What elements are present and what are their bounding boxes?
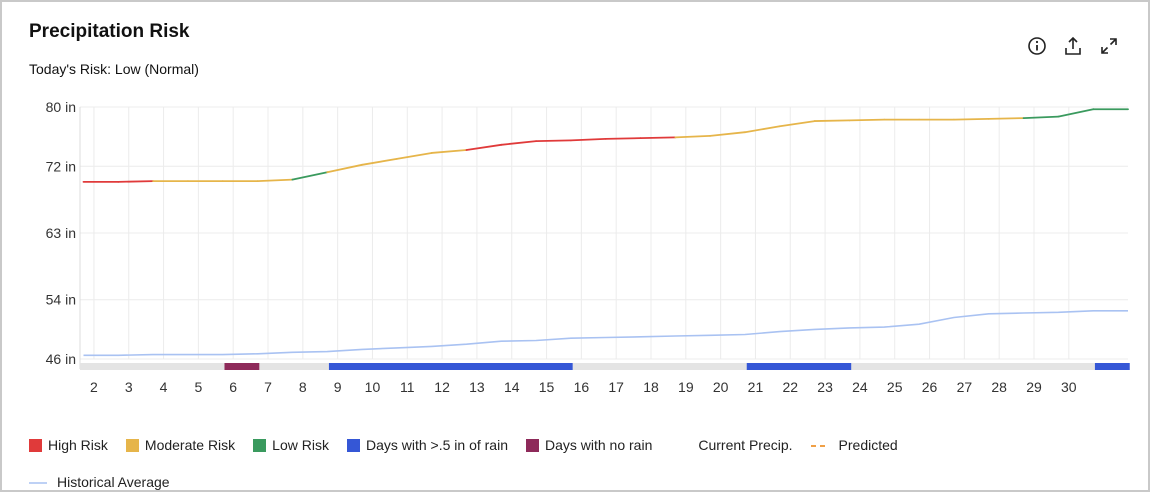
current-precip-segment	[674, 135, 712, 139]
chart-title: Precipitation Risk	[29, 21, 190, 42]
current-precip-segment	[604, 137, 642, 140]
current-precip-segment	[953, 117, 990, 121]
x-tick-label: 19	[678, 379, 694, 395]
x-tick-label: 29	[1026, 379, 1042, 395]
legend-swatch	[525, 438, 539, 452]
legend-label: Predicted	[838, 437, 898, 453]
current-precip-segment	[1057, 108, 1095, 118]
legend-item[interactable]: Moderate Risk	[125, 437, 236, 453]
legend-label: Days with no rain	[544, 437, 653, 453]
y-tick-label: 72 in	[46, 158, 76, 174]
x-tick-label: 23	[817, 379, 833, 395]
share-icon[interactable]	[1062, 35, 1084, 57]
rain-day-bar[interactable]	[1094, 363, 1130, 370]
current-precip-segment	[848, 118, 886, 122]
y-tick-label: 80 in	[46, 99, 76, 115]
x-tick-label: 17	[608, 379, 624, 395]
x-tick-label: 12	[434, 379, 450, 395]
x-tick-label: 3	[125, 379, 133, 395]
legend-label: Days with >.5 in of rain	[365, 437, 508, 453]
current-precip-segment	[361, 157, 398, 166]
current-precip-segment	[570, 137, 607, 142]
current-precip-segment	[813, 119, 851, 122]
x-tick-label: 20	[713, 379, 729, 395]
current-precip-segment	[709, 131, 746, 137]
current-precip-segment	[639, 136, 677, 140]
current-precip-segment	[987, 117, 1025, 120]
current-precip-segment	[326, 163, 363, 174]
x-tick-label: 9	[334, 379, 342, 395]
x-tick-label: 26	[922, 379, 938, 395]
x-tick-label: 7	[264, 379, 272, 395]
x-tick-label: 18	[643, 379, 659, 395]
legend-item[interactable]: Predicted	[810, 437, 898, 453]
current-precip-segment	[395, 152, 433, 160]
expand-icon[interactable]	[1098, 35, 1120, 57]
legend-swatch	[670, 439, 689, 452]
current-precip-segment	[1022, 115, 1060, 120]
legend-swatch	[810, 439, 829, 452]
current-precip-segment	[291, 171, 329, 181]
legend-item[interactable]: Days with no rain	[525, 437, 653, 453]
chart-toolbar	[1026, 35, 1120, 57]
x-tick-label: 2	[90, 379, 98, 395]
current-precip-segment	[256, 178, 294, 183]
x-tick-label: 5	[194, 379, 202, 395]
legend-item[interactable]: Current Precip.	[670, 437, 793, 453]
x-tick-label: 4	[160, 379, 168, 395]
current-precip-segment	[430, 149, 468, 154]
x-tick-label: 24	[852, 379, 868, 395]
rain-day-bar[interactable]	[328, 363, 573, 370]
legend-item[interactable]: Days with >.5 in of rain	[346, 437, 508, 453]
current-precip-segment	[500, 140, 538, 146]
current-precip-segment	[117, 180, 155, 183]
x-tick-label: 15	[539, 379, 555, 395]
legend-swatch	[29, 438, 42, 452]
x-tick-label: 25	[887, 379, 903, 395]
x-tick-label: 27	[957, 379, 973, 395]
day-strip	[80, 363, 1128, 370]
legend-label: Moderate Risk	[144, 437, 236, 453]
x-tick-label: 11	[400, 379, 415, 395]
todays-risk-label: Today's Risk: Low (Normal)	[29, 61, 199, 77]
legend-swatch	[125, 438, 139, 452]
y-tick-label: 54 in	[46, 292, 76, 308]
x-tick-label: 16	[574, 379, 590, 395]
y-tick-label: 63 in	[46, 225, 76, 241]
x-tick-label: 30	[1061, 379, 1077, 395]
x-tick-label: 21	[748, 379, 764, 395]
legend-label: Current Precip.	[698, 437, 793, 453]
legend-label: Historical Average	[57, 474, 170, 490]
y-tick-label: 46 in	[46, 351, 76, 367]
no-rain-day-bar[interactable]	[224, 363, 260, 370]
info-icon[interactable]	[1026, 35, 1048, 57]
legend-item[interactable]: Low Risk	[253, 437, 329, 453]
x-tick-label: 13	[469, 379, 485, 395]
legend-label: High Risk	[48, 437, 108, 453]
current-precip-segment	[744, 125, 781, 134]
x-tick-label: 22	[782, 379, 798, 395]
legend-swatch	[253, 438, 267, 452]
current-precip-segment	[465, 143, 503, 151]
legend-swatch	[346, 438, 360, 452]
chart-legend: High Risk Moderate Risk Low Risk Days with …	[29, 434, 1029, 493]
historical-average-line	[83, 310, 1128, 357]
current-precip-segment	[535, 139, 572, 142]
x-tick-label: 28	[991, 379, 1007, 395]
current-precip-segment	[778, 120, 816, 128]
legend-item[interactable]: Historical Average	[29, 474, 170, 490]
x-tick-label: 8	[299, 379, 307, 395]
legend-swatch	[29, 476, 47, 489]
legend-label: Low Risk	[272, 437, 329, 453]
x-tick-label: 14	[504, 379, 520, 395]
x-tick-label: 6	[229, 379, 237, 395]
x-tick-label: 10	[365, 379, 381, 395]
legend-item[interactable]: High Risk	[29, 437, 108, 453]
rain-day-bar[interactable]	[746, 363, 852, 370]
